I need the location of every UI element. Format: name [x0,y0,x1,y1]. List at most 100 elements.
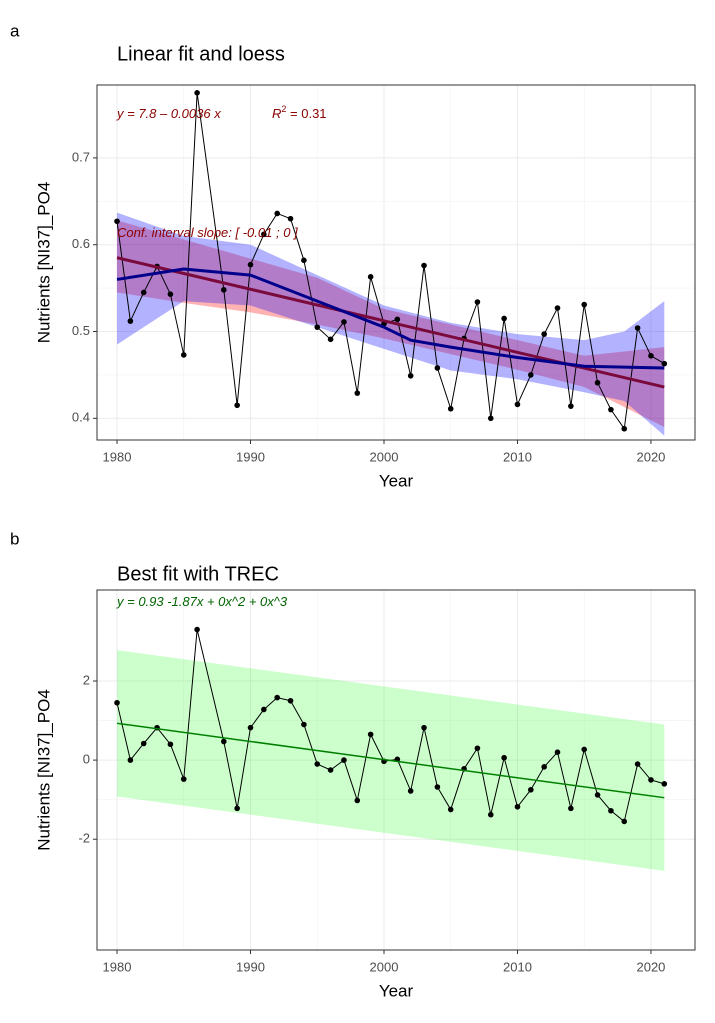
annotation: Conf. interval slope: [ -0.01 ; 0 ] [117,225,298,240]
point [261,231,267,238]
point [354,797,361,804]
point [140,740,147,747]
x-tick-label: 2010 [503,959,532,974]
point [301,721,307,728]
point [447,405,454,412]
point [194,90,200,96]
point [367,274,374,280]
point [621,818,628,825]
y-tick-label: 0 [83,752,90,767]
point [447,806,454,813]
x-tick-label: 1980 [103,959,132,974]
point [287,697,294,704]
point [274,210,281,217]
point [501,315,507,322]
point [581,746,588,753]
point [594,792,601,798]
point [568,805,574,812]
point [234,805,240,812]
confidence-band [117,212,665,436]
annotation: R2 = 0.31 [272,104,327,121]
point [180,352,187,358]
point [608,406,614,413]
point [581,301,588,308]
annotation-part: 2 [281,104,286,114]
point [621,425,628,432]
point [634,325,641,331]
point [594,379,601,386]
x-axis-label: Year [379,981,414,1000]
point [568,403,574,409]
x-tick-label: 2020 [636,449,665,464]
chart-title: Linear fit and loess [117,43,285,65]
point [434,784,441,790]
y-tick-label: 0.4 [72,410,90,425]
y-axis-label: Nutrients [NI37]_PO4 [34,182,53,344]
point [554,749,561,755]
x-tick-label: 2010 [503,449,532,464]
point [661,781,668,787]
plot-border [96,84,696,441]
plot-border [96,589,696,951]
point [407,788,414,794]
point [434,365,441,371]
point [407,372,414,379]
point [661,360,668,367]
x-tick-label: 2020 [636,959,665,974]
point [341,757,347,763]
line [116,267,665,370]
plot-background [97,590,695,950]
point [648,353,654,359]
point [514,803,521,810]
annotation-part: = 0.31 [286,106,326,121]
point [421,262,427,269]
point [287,215,294,222]
x-tick-label: 1990 [236,449,265,464]
point [541,764,547,770]
annotation-part: y = 0.93 -1.87x + 0x^2 + 0x^3 [116,594,288,609]
point [261,706,267,713]
point [501,754,507,761]
y-tick-label: 0.7 [72,149,90,164]
point [167,741,174,748]
point [247,261,254,268]
point [221,738,227,745]
point [127,318,134,324]
x-tick-label: 1980 [103,449,132,464]
point [634,761,641,767]
point [367,731,374,738]
point [140,289,147,296]
annotation-part: y = 7.8 – 0.0036 x [116,106,221,121]
point [554,305,561,311]
point [528,786,534,793]
point [301,257,307,264]
point [341,319,347,325]
annotation-part: R [272,106,281,121]
point [274,694,281,701]
point [327,767,334,773]
annotation: y = 0.93 -1.87x + 0x^2 + 0x^3 [116,594,288,609]
point [487,811,494,818]
point [354,390,361,396]
x-tick-label: 2000 [370,959,399,974]
annotation: y = 7.8 – 0.0036 x [116,106,221,121]
x-tick-label: 1990 [236,959,265,974]
point [421,724,427,731]
y-axis-label: Nutrients [NI37]_PO4 [34,689,53,851]
point [247,724,254,731]
point [541,331,547,337]
chart-title: Best fit with TREC [117,563,279,585]
point [327,336,334,343]
point [314,324,321,330]
panel-label: a [10,21,20,40]
point [114,699,120,706]
y-tick-label: -2 [78,831,90,846]
point [514,401,521,408]
y-tick-label: 2 [83,672,90,687]
point [528,372,534,378]
plot-background [97,85,695,440]
point [314,761,321,767]
line [116,722,665,799]
y-tick-label: 0.5 [72,323,90,338]
